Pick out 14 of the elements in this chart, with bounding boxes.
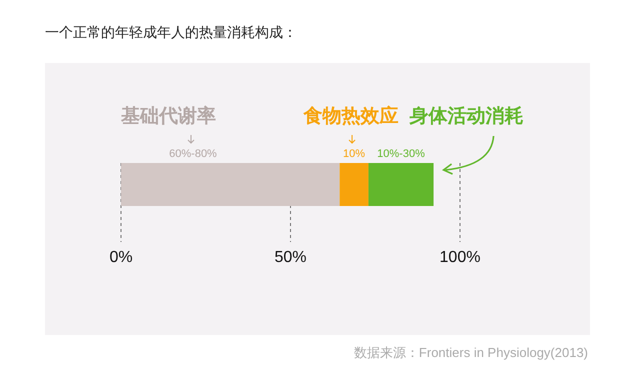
text: 10%-30% [377,148,426,160]
bar [340,163,368,206]
text: 食物热效应 [302,105,399,127]
text: 60%-80% [169,148,218,160]
bar [121,163,340,206]
series-label: 基础代谢率 [120,105,216,127]
series-label: 身体活动消耗 [408,105,524,127]
chart-title: 一个正常的年轻成年人的热量消耗构成： [45,24,297,40]
x-tick-label: 50% [274,249,307,266]
source-note: 数据来源：Frontiers in Physiology(2013) [354,345,588,360]
text: 10% [343,148,366,160]
x-tick-label: 0% [109,249,133,266]
bar [368,163,434,206]
x-tick-label: 100% [440,249,480,266]
